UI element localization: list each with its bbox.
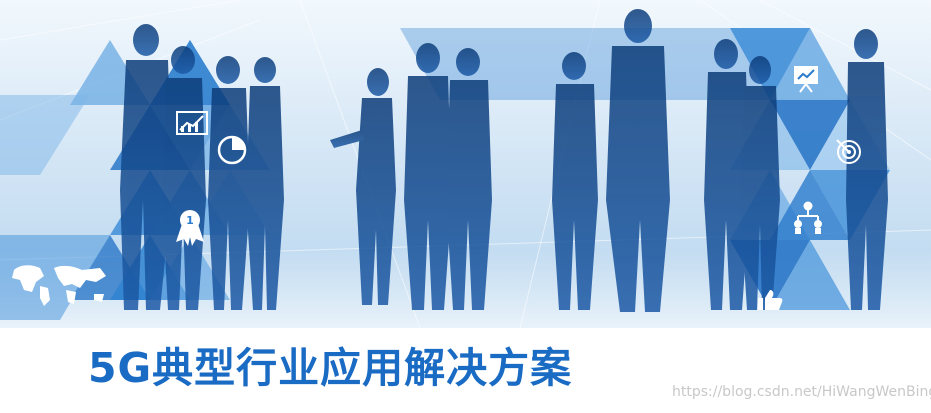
org-chart-icon — [794, 201, 822, 234]
person-silhouette — [846, 29, 888, 310]
pie-chart-icon — [217, 135, 247, 165]
person-silhouette — [552, 52, 598, 310]
banner-title: 5G典型行业应用解决方案 — [88, 344, 573, 392]
target-icon — [836, 139, 861, 164]
person-silhouette — [446, 48, 492, 310]
banner-artwork: 1 — [0, 0, 931, 328]
banner-image: 1 — [0, 0, 931, 328]
person-silhouette — [606, 9, 670, 312]
person-silhouette — [246, 57, 284, 310]
person-silhouette — [120, 24, 172, 310]
person-silhouette — [740, 56, 780, 310]
thumbs-up-icon — [758, 290, 783, 310]
svg-text:1: 1 — [186, 214, 194, 227]
award-medal-icon: 1 — [176, 210, 204, 246]
growth-chart-icon — [176, 111, 208, 135]
world-map-icon — [12, 265, 106, 306]
watermark-url: https://blog.csdn.net/HiWangWenBing — [672, 384, 931, 400]
person-silhouette — [704, 39, 750, 310]
presentation-board-icon — [794, 66, 818, 93]
people-silhouettes — [120, 9, 888, 312]
person-silhouette — [330, 68, 396, 305]
person-silhouette — [162, 46, 206, 310]
person-silhouette — [404, 43, 452, 310]
